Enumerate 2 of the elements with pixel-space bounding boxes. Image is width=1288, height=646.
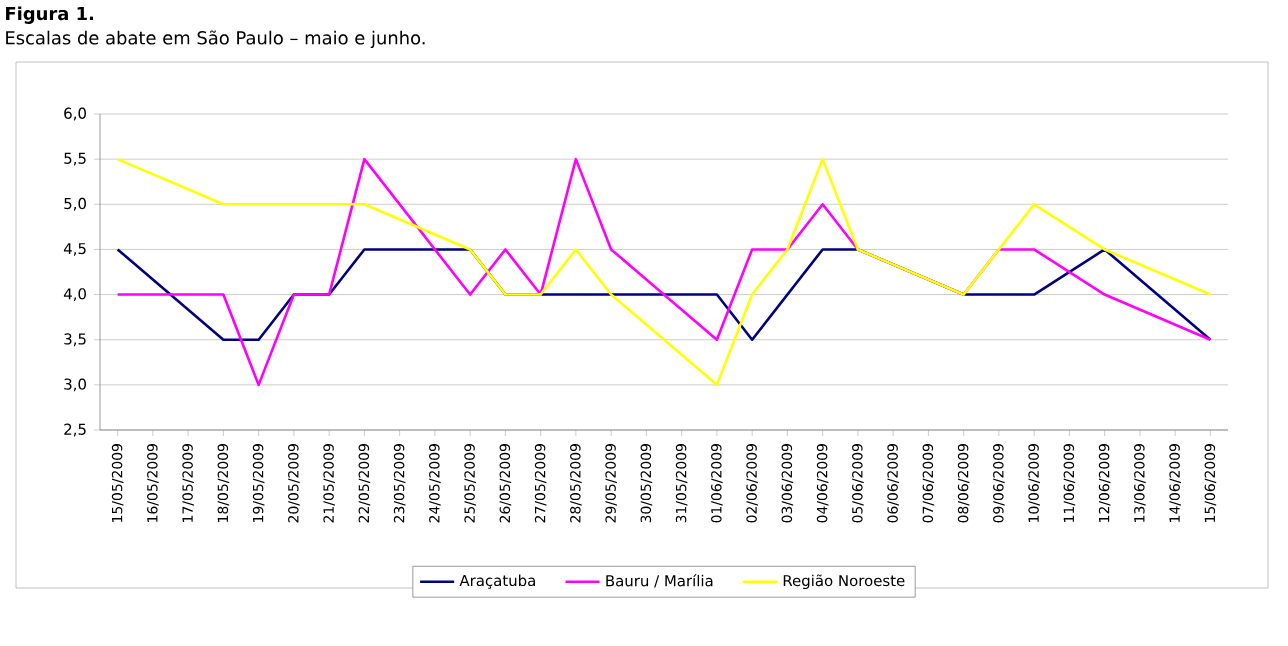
chart-subtitle: Escalas de abate em São Paulo – maio e junho.	[6, 30, 425, 49]
chart-title: Figura 1.	[6, 6, 94, 24]
